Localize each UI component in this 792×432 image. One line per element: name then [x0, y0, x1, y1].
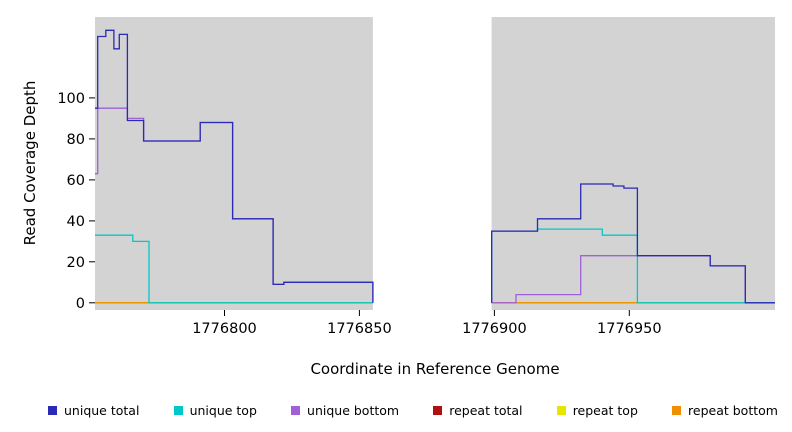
legend-swatch-repeat-bottom	[672, 405, 682, 415]
x-tick-label: 1776850	[327, 321, 392, 337]
legend-item-repeat-bottom: repeat bottom	[672, 403, 778, 418]
y-tick-label: 80	[67, 132, 85, 148]
legend-item-unique-top: unique top	[173, 402, 257, 418]
y-tick-label: 20	[67, 255, 85, 271]
legend-label-repeat-bottom: repeat bottom	[688, 402, 778, 418]
y-tick-label: 60	[67, 173, 85, 189]
legend-label-unique-top: unique top	[189, 402, 257, 418]
legend-label-repeat-total: repeat total	[449, 402, 523, 418]
legend-swatch-unique-bottom	[291, 405, 301, 415]
x-tick-label: 1776800	[192, 321, 257, 337]
legend-swatch-unique-top	[173, 405, 183, 415]
series-unique-top	[95, 234, 373, 304]
y-tick-label: 40	[67, 214, 85, 230]
legend-swatch-repeat-total	[433, 405, 443, 415]
y-tick-label: 100	[57, 91, 85, 107]
chart-canvas: 1776800 1776850 1776900 1776950 0 20 40 60 80 100	[57, 17, 775, 337]
legend-label-unique-total: unique total	[64, 402, 140, 418]
legend-label-unique-bottom: unique bottom	[307, 402, 400, 418]
legend-item-unique-bottom: unique bottom	[291, 403, 399, 418]
legend-item-unique-total: unique total	[48, 403, 139, 418]
legend-item-repeat-top: repeat top	[556, 402, 638, 418]
y-axis-title: Read Coverage Depth	[21, 80, 39, 246]
chart-legend: unique total unique top unique bottom repea…	[0, 388, 792, 432]
legend-swatch-repeat-top	[556, 405, 566, 415]
series-unique-total	[95, 29, 374, 303]
x-tick-label: 1776900	[462, 321, 527, 337]
masked-region	[372, 17, 492, 310]
legend-label-repeat-top: repeat top	[572, 402, 638, 418]
x-axis-title: Coordinate in Reference Genome	[310, 360, 560, 378]
series-unique-total	[491, 183, 775, 304]
x-tick-label: 1776950	[597, 321, 662, 337]
legend-item-repeat-total: repeat total	[433, 402, 523, 418]
legend-swatch-unique-total	[48, 405, 57, 415]
y-tick-label: 0	[76, 296, 85, 312]
